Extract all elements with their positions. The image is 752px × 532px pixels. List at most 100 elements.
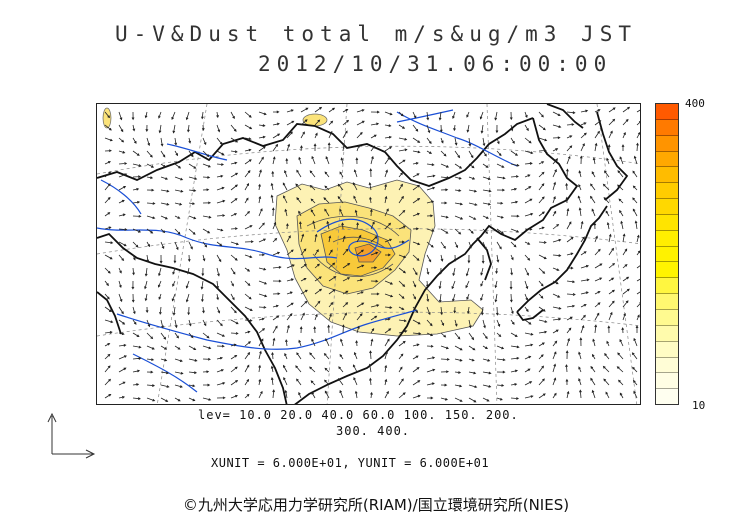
wind-arrow [202, 345, 212, 350]
wind-arrow [146, 228, 154, 234]
wind-arrow [369, 196, 372, 204]
wind-arrow [353, 195, 358, 204]
wind-arrow [230, 394, 238, 399]
wind-arrow [621, 144, 625, 151]
wind-arrow [309, 352, 316, 360]
wind-arrow [328, 107, 336, 113]
wind-arrow [216, 306, 221, 314]
wind-arrow [158, 111, 162, 119]
wind-arrow [398, 340, 406, 347]
wind-arrow [131, 280, 135, 290]
wind-arrow [216, 382, 226, 386]
wind-arrow [188, 202, 196, 205]
wind-arrow [188, 371, 198, 375]
wind-arrow [636, 120, 640, 126]
wind-arrow [230, 137, 239, 143]
wind-arrow [580, 251, 587, 256]
wind-arrow [552, 158, 559, 165]
wind-arrow [468, 371, 477, 375]
wind-arrow [104, 226, 112, 230]
wind-arrow [412, 293, 416, 300]
wind-arrow [157, 280, 162, 288]
colorbar-max-label: 400 [685, 97, 705, 110]
wind-arrow [314, 106, 323, 113]
wind-arrow [412, 150, 421, 154]
wind-arrow [398, 280, 406, 287]
wind-arrow [566, 236, 574, 243]
wind-arrow [328, 301, 334, 308]
wind-arrow [412, 124, 419, 132]
wind-arrow [272, 389, 276, 399]
wind-arrow [286, 302, 294, 308]
wind-arrow [118, 150, 126, 154]
wind-arrow [258, 338, 264, 347]
wind-arrow [272, 292, 281, 296]
wind-arrow [283, 376, 288, 386]
wind-arrow [412, 343, 420, 347]
wind-arrow [384, 238, 393, 243]
wind-arrow [398, 137, 408, 141]
wind-arrow [244, 170, 251, 178]
wind-arrow [510, 150, 518, 156]
wind-arrow [440, 345, 449, 350]
wind-arrow [482, 228, 489, 234]
wind-arrow [384, 146, 393, 152]
wind-arrow [482, 202, 492, 206]
wind-arrow [398, 148, 408, 152]
colorbar-segment [656, 214, 678, 231]
wind-arrow [524, 212, 534, 217]
wind-arrow [398, 366, 403, 373]
wind-arrow [104, 196, 111, 204]
wind-arrow [578, 207, 582, 217]
wind-arrow [340, 157, 344, 165]
wind-arrow [412, 241, 421, 246]
wind-arrow [341, 324, 345, 334]
wind-arrow [538, 293, 544, 299]
wind-arrow [594, 277, 603, 282]
wind-arrow [538, 161, 545, 165]
wind-arrow [244, 182, 249, 191]
wind-arrow [296, 378, 302, 386]
wind-arrow [146, 215, 156, 220]
wind-arrow [453, 306, 457, 314]
wind-arrow [566, 155, 571, 165]
wind-arrow [632, 185, 638, 191]
wind-arrow [398, 254, 407, 259]
wind-arrow [216, 267, 220, 277]
wind-arrow [580, 143, 585, 152]
colorbar-segment [656, 167, 678, 184]
wind-arrow [636, 131, 640, 139]
wind-arrow [216, 186, 225, 191]
wind-arrow [132, 175, 142, 179]
wind-arrow [370, 292, 380, 296]
wind-arrow [286, 131, 293, 139]
wind-arrow [244, 306, 253, 311]
wind-arrow [328, 262, 336, 269]
wind-arrow [524, 254, 531, 261]
wind-arrow [132, 200, 141, 204]
wind-arrow [187, 254, 191, 263]
wind-arrow [132, 187, 140, 191]
wind-arrow [285, 157, 289, 165]
wind-arrow [104, 306, 112, 312]
wind-arrow [258, 267, 267, 271]
wind-arrow [202, 332, 210, 339]
wind-arrow [622, 118, 629, 126]
wind-arrow [602, 183, 610, 191]
wind-arrow [230, 331, 239, 335]
wind-arrow [566, 252, 574, 256]
wind-arrow [173, 254, 177, 264]
wind-arrow [296, 197, 302, 204]
wind-arrow [524, 150, 534, 155]
wind-arrow [524, 111, 528, 118]
wind-arrow [370, 155, 374, 165]
wind-arrow [201, 124, 205, 132]
wind-arrow [426, 228, 435, 232]
wind-arrow [510, 214, 520, 218]
wind-arrow [327, 142, 331, 152]
wind-arrow [300, 107, 309, 113]
wind-arrow [412, 267, 418, 276]
wind-arrow [370, 266, 378, 270]
wind-arrow [566, 390, 570, 399]
wind-arrow [440, 241, 446, 249]
